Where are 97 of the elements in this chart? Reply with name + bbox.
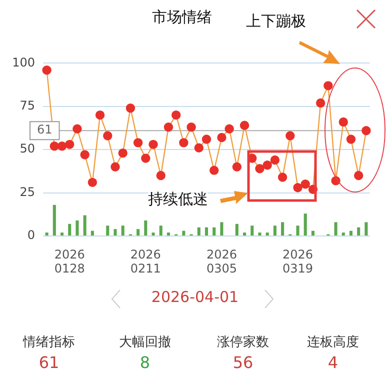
bar xyxy=(106,226,110,236)
point xyxy=(80,150,90,160)
bar xyxy=(357,227,360,236)
bar xyxy=(273,226,276,236)
point xyxy=(42,66,52,75)
y-tick-label: 0 xyxy=(27,228,35,242)
point xyxy=(103,131,112,140)
point xyxy=(217,132,226,142)
y-tick-label: 100 xyxy=(12,55,35,70)
text: 56 xyxy=(232,353,254,372)
x-tick-label: 2026 0305 xyxy=(206,247,237,276)
point xyxy=(324,81,333,90)
chart-title: 市场情绪 xyxy=(151,8,213,27)
text: 4 xyxy=(326,353,340,372)
bar xyxy=(334,222,338,236)
point xyxy=(57,142,67,151)
point xyxy=(286,131,295,140)
bar xyxy=(204,227,208,236)
point xyxy=(110,162,120,172)
bar xyxy=(121,226,124,236)
point xyxy=(293,183,302,192)
point xyxy=(126,104,136,113)
point xyxy=(50,142,60,151)
bar xyxy=(212,227,216,236)
point xyxy=(346,134,356,144)
bar xyxy=(166,232,170,236)
text: 61 xyxy=(38,353,60,372)
bar xyxy=(114,229,117,236)
point xyxy=(224,124,234,134)
bar xyxy=(243,232,246,236)
point xyxy=(362,126,371,136)
text: 上下蹦极 xyxy=(246,12,306,31)
y-tick-label: 75 xyxy=(20,98,35,113)
point xyxy=(72,124,82,134)
point xyxy=(240,120,250,130)
point xyxy=(133,138,143,148)
point xyxy=(255,164,264,174)
bar xyxy=(68,224,72,236)
point xyxy=(270,155,280,165)
text: 情绪指标 xyxy=(22,334,76,351)
bar xyxy=(311,230,314,236)
bar xyxy=(364,222,368,236)
bar xyxy=(250,226,254,236)
x-tick-label: 2026 0211 xyxy=(130,247,161,276)
point xyxy=(95,110,105,120)
text: 8 xyxy=(138,353,152,372)
bar xyxy=(235,224,238,236)
text: 2026-04-01 xyxy=(150,288,240,306)
bar xyxy=(90,230,94,236)
bar xyxy=(182,230,186,236)
x-tick-label: 2026 0128 xyxy=(54,247,85,276)
point xyxy=(278,172,288,182)
point xyxy=(316,98,326,108)
bar xyxy=(266,232,269,236)
bar xyxy=(144,220,148,236)
point xyxy=(164,122,174,132)
bar xyxy=(159,226,162,236)
bar xyxy=(281,222,284,236)
point xyxy=(186,122,196,132)
point xyxy=(194,143,204,152)
point xyxy=(338,117,348,127)
bar xyxy=(83,215,86,236)
point xyxy=(354,170,364,180)
point xyxy=(148,140,158,150)
point xyxy=(88,178,98,188)
annotation: 持续低迷 xyxy=(148,190,208,209)
point xyxy=(300,180,310,189)
bar xyxy=(136,229,140,236)
x-tick-label: 2026 0319 xyxy=(282,247,314,276)
y-tick-label: 50 xyxy=(20,142,35,156)
point xyxy=(171,110,181,120)
text: 大幅回撤 xyxy=(118,334,172,351)
ref-line-label: 61 xyxy=(36,122,52,137)
point xyxy=(210,166,219,175)
bar xyxy=(296,226,300,236)
text: 涨停家数 xyxy=(216,334,270,351)
point xyxy=(65,140,74,150)
bar xyxy=(197,227,200,236)
bar xyxy=(220,222,224,236)
point xyxy=(118,148,128,158)
y-tick-label: 25 xyxy=(20,184,35,199)
bar xyxy=(45,232,48,236)
bar xyxy=(342,232,345,236)
point xyxy=(156,170,166,180)
point xyxy=(202,134,212,144)
bar xyxy=(304,214,307,236)
point xyxy=(179,138,188,148)
point xyxy=(232,162,242,172)
point xyxy=(262,160,272,170)
bar xyxy=(258,232,262,236)
bar xyxy=(152,232,155,236)
point xyxy=(141,154,150,163)
bar xyxy=(76,220,79,236)
bar xyxy=(60,232,64,236)
bar xyxy=(349,230,353,236)
text: 连板高度 xyxy=(306,334,360,351)
bar xyxy=(52,204,56,236)
